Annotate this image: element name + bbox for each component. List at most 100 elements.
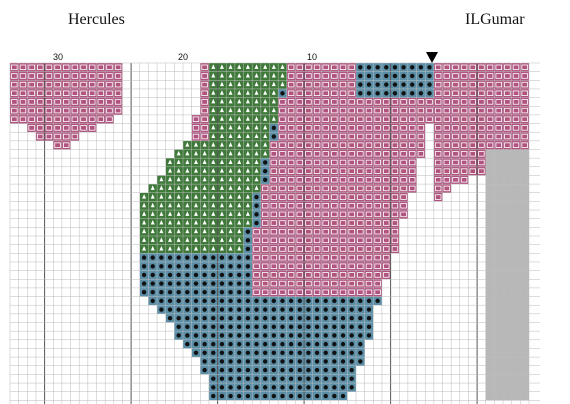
stitch-symbol [262,307,268,312]
stitch-cell [105,106,114,115]
stitch-symbol [348,64,355,71]
stitch-cell [399,166,408,176]
stitch-cell [520,227,529,236]
stitch-cell [373,236,382,245]
stitch-cell [477,132,486,141]
stitch-cell [468,132,478,141]
stitch-symbol [245,272,251,278]
stitch-cell [485,279,495,288]
stitch-symbol [228,245,233,251]
stitch-cell [511,261,521,271]
stitch-cell [494,88,504,98]
stitch-symbol [452,64,459,71]
stitch-symbol [358,350,363,355]
stitch-symbol [469,116,477,122]
stitch-symbol [263,124,268,130]
stitch-cell [191,123,201,133]
stitch-symbol [262,333,268,338]
stitch-symbol [211,64,216,69]
stitch-symbol [504,125,511,131]
stitch-cell [295,88,305,98]
stitch-cell [70,123,80,133]
stitch-cell [10,88,19,98]
stitch-symbol [408,151,416,157]
stitch-cell [451,166,460,176]
stitch-symbol [392,73,398,79]
stitch-cell [511,106,521,115]
stitch-symbol [159,264,164,269]
stitch-cell [304,114,313,124]
stitch-cell [390,218,400,228]
stitch-cell [459,80,469,89]
stitch-symbol [339,254,347,261]
stitch-cell [485,63,495,72]
stitch-cell [330,80,339,89]
stitch-symbol [392,91,398,96]
stitch-symbol [331,73,338,79]
stitch-symbol [366,307,372,312]
stitch-cell [485,305,495,314]
stitch-symbol [358,307,363,312]
stitch-symbol [374,237,381,244]
stitch-symbol [340,385,346,390]
stitch-symbol [97,73,105,79]
stitch-symbol [322,289,329,295]
stitch-cell [87,88,97,98]
stitch-symbol [159,228,164,234]
stitch-symbol [228,176,233,182]
stitch-symbol [245,185,250,190]
stitch-cell [511,114,521,124]
stitch-symbol [365,228,373,235]
stitch-symbol [245,376,251,381]
stitch-symbol [297,359,302,364]
stitch-cell [373,218,382,228]
stitch-symbol [297,393,302,399]
stitch-cell [381,244,391,254]
stitch-symbol [254,194,259,200]
stitch-cell [321,175,331,185]
stitch-symbol [331,280,338,287]
stitch-symbol [287,263,295,270]
stitch-symbol [349,376,354,381]
stitch-symbol [357,220,364,226]
stitch-symbol [245,194,250,199]
stitch-symbol [332,350,337,355]
stitch-symbol [202,359,207,364]
stitch-cell [321,192,331,202]
stitch-symbol [357,99,364,105]
stitch-symbol [176,159,181,164]
stitch-symbol [228,150,233,156]
stitch-cell [416,106,426,115]
stitch-cell [520,97,529,107]
stitch-cell [44,114,54,124]
stitch-symbol [54,99,61,105]
stitch-symbol [349,307,354,312]
stitch-symbol [469,168,477,174]
stitch-cell [304,192,313,202]
stitch-symbol [270,151,278,157]
stitch-symbol [504,90,511,96]
stitch-symbol [486,81,494,88]
stitch-cell [338,210,348,219]
stitch-symbol [228,90,233,95]
stitch-cell [390,149,400,159]
stitch-cell [338,114,348,124]
stitch-symbol [219,333,225,338]
stitch-cell [347,114,356,124]
stitch-symbol [271,350,277,355]
stitch-symbol [228,228,233,234]
stitch-symbol [443,116,451,122]
stitch-symbol [237,255,242,260]
stitch-cell [338,192,348,202]
stitch-symbol [228,159,233,164]
stitch-symbol [150,185,155,190]
stitch-symbol [322,125,329,131]
stitch-symbol [348,202,355,209]
stitch-cell [364,270,374,280]
stitch-symbol [331,168,338,174]
stitch-symbol [323,315,328,321]
stitch-symbol [331,220,338,226]
stitch-cell [503,313,512,323]
stitch-symbol [270,272,278,278]
